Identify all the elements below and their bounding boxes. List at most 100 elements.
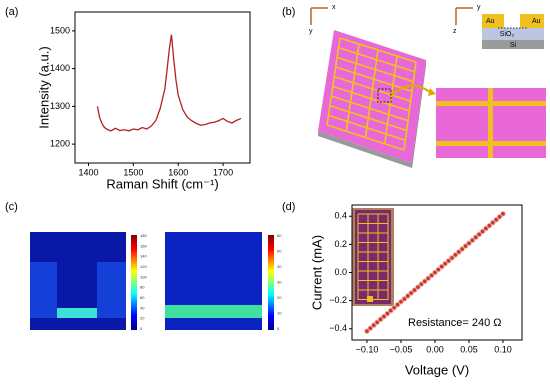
- colorbar-tick-label: 20: [140, 316, 145, 321]
- x-tick-label: 0.10: [494, 344, 512, 354]
- x-tick-label: −0.05: [390, 344, 413, 354]
- colorbar-tick-label: 50: [277, 249, 282, 254]
- y-tick-label: 0.0: [334, 267, 347, 277]
- pad: [367, 296, 373, 302]
- au-layer: [482, 14, 504, 28]
- colorbar-tick-label: 40: [277, 264, 282, 269]
- axis-label: z: [453, 28, 457, 35]
- x-tick-label: 1500: [123, 167, 143, 177]
- data-point: [408, 290, 414, 296]
- si-layer: [482, 40, 544, 49]
- electrode: [488, 88, 493, 158]
- panel-label: (a): [5, 6, 18, 18]
- plot-frame: [74, 11, 251, 164]
- colorbar: [268, 235, 274, 330]
- colorbar-tick-label: 160: [140, 243, 147, 248]
- data-point: [432, 269, 438, 276]
- y-tick-label: 1500: [50, 25, 70, 35]
- spectrum-line: [96, 34, 242, 132]
- colorbar-tick-label: 80: [140, 285, 145, 290]
- data-point: [496, 214, 503, 220]
- substrate-side: [318, 131, 412, 168]
- colorbar-tick-label: 60: [140, 295, 145, 300]
- data-point: [449, 255, 455, 261]
- data-point: [374, 319, 380, 326]
- x-tick-label: 0.00: [426, 344, 444, 354]
- layer-label: Si: [510, 42, 517, 49]
- device-diagram: x y y z Au Au SiO₂ Si: [309, 4, 546, 168]
- colorbar-tick-label: 10: [277, 311, 282, 316]
- x-axis-title: Voltage (V): [405, 362, 469, 377]
- data-point: [469, 237, 476, 244]
- simulation-maps: [30, 232, 274, 330]
- x-tick-label: 1700: [213, 167, 233, 177]
- y-tick-label: 0.2: [334, 239, 347, 249]
- au-layer: [520, 14, 544, 28]
- data-point: [479, 228, 486, 235]
- data-point: [425, 275, 431, 282]
- annotation: Resistance= 240 Ω: [408, 317, 502, 329]
- electrode-grid: [326, 37, 417, 151]
- field-region: [165, 305, 262, 318]
- colorbar-tick-label: 20: [277, 295, 282, 300]
- zoom-arrow-head: [428, 88, 436, 96]
- data-point: [493, 216, 499, 223]
- y-tick-label: −0.2: [329, 295, 347, 305]
- colorbar-tick-label: 140: [140, 254, 147, 259]
- colorbar-tick-label: 0: [277, 326, 280, 331]
- data-point: [411, 287, 418, 293]
- colorbar-tick-label: 0: [140, 326, 143, 331]
- data-point: [391, 304, 397, 311]
- y-axis-title: Intensity (a.u.): [36, 46, 51, 128]
- data-point: [445, 258, 452, 264]
- layer-label: Au: [486, 18, 495, 25]
- data-point: [489, 219, 496, 226]
- panel-label: (b): [282, 6, 295, 18]
- y-tick-label: 0.4: [334, 211, 347, 221]
- panel-label: (c): [5, 201, 18, 213]
- field-region: [57, 262, 97, 308]
- data-point: [476, 231, 482, 238]
- data-point: [404, 293, 411, 299]
- data-point: [394, 301, 401, 308]
- data-point: [401, 296, 408, 302]
- colorbar-tick-label: 40: [140, 305, 145, 310]
- data-point: [455, 249, 462, 255]
- colorbar-tick-label: 180: [140, 233, 147, 238]
- colorbar-tick-label: 120: [140, 264, 147, 269]
- data-point: [370, 322, 377, 329]
- field-region: [57, 308, 97, 318]
- data-point: [381, 313, 387, 320]
- electrode: [364, 49, 379, 138]
- zoom-arrow: [391, 84, 431, 96]
- electrode: [345, 43, 360, 132]
- data-point: [415, 284, 421, 290]
- data-point: [466, 240, 472, 247]
- data-point: [459, 246, 465, 252]
- layer-label: Au: [532, 18, 541, 25]
- data-point: [472, 234, 479, 241]
- data-point: [421, 278, 428, 285]
- x-tick-label: 0.05: [460, 344, 478, 354]
- colorbar: [131, 235, 137, 330]
- electrode: [326, 37, 341, 126]
- device-photo-inset: [352, 208, 394, 306]
- photo: [355, 210, 391, 304]
- data-point: [438, 263, 445, 270]
- y-tick-label: 1300: [50, 101, 70, 111]
- x-axis-title: Raman Shift (cm⁻¹): [106, 176, 218, 191]
- data-point: [387, 307, 394, 314]
- data-point: [500, 211, 506, 217]
- y-tick-label: 1400: [50, 63, 70, 73]
- electrode: [383, 55, 398, 144]
- x-tick-label: 1600: [168, 167, 188, 177]
- data-point: [435, 266, 442, 273]
- axis-label: y: [477, 4, 481, 11]
- colorbar-tick-label: 30: [277, 280, 282, 285]
- data-point: [452, 252, 459, 258]
- colorbar-tick-label: 60: [277, 233, 282, 238]
- data-point: [384, 310, 391, 317]
- x-tick-label: −0.10: [356, 344, 379, 354]
- colorbar-tick-label: 100: [140, 274, 147, 279]
